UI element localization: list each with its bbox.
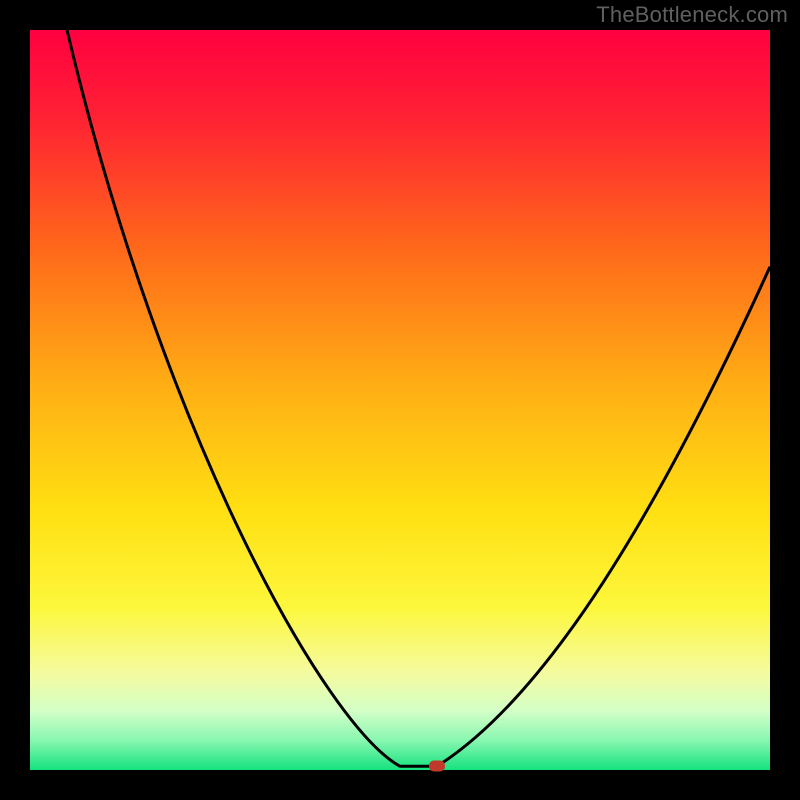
valley-marker: [429, 761, 445, 772]
bottleneck-curve: [30, 30, 770, 770]
plot-area: [30, 30, 770, 770]
chart-container: TheBottleneck.com: [0, 0, 800, 800]
watermark-text: TheBottleneck.com: [596, 2, 788, 28]
curve-path: [67, 30, 770, 766]
